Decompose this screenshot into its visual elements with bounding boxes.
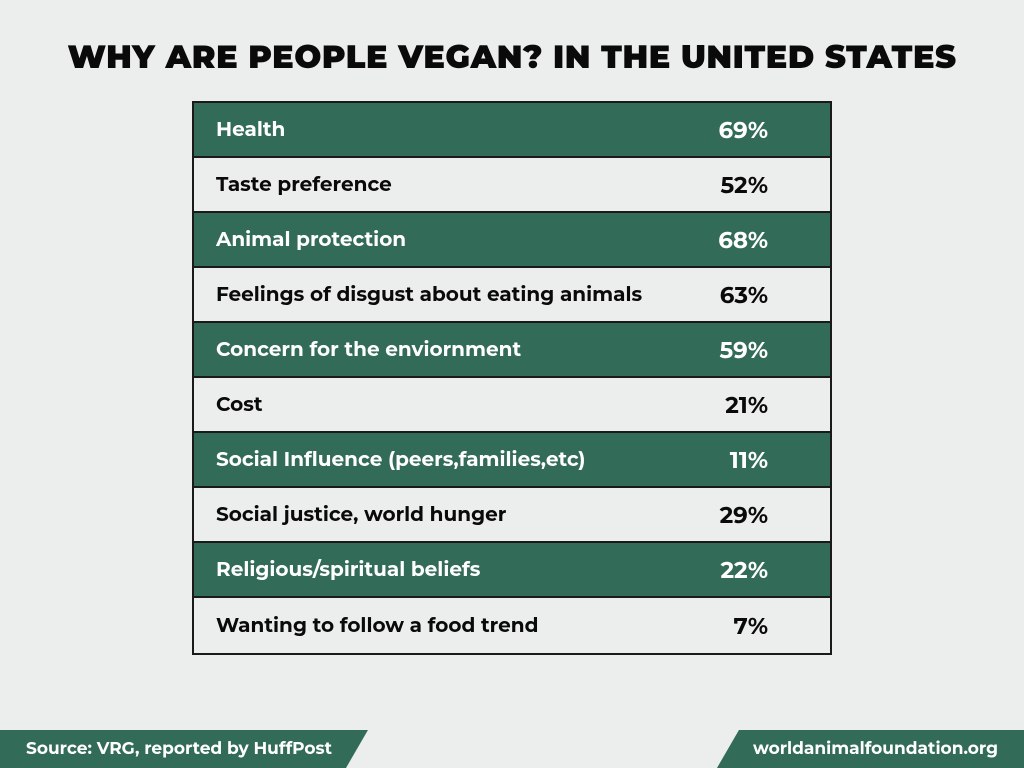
footer-source: Source: VRG, reported by HuffPost bbox=[0, 730, 368, 768]
table-row: Cost 21% bbox=[194, 378, 830, 433]
table-row: Taste preference 52% bbox=[194, 158, 830, 213]
footer-site: worldanimalfoundation.org bbox=[717, 730, 1024, 768]
row-value: 7% bbox=[733, 612, 808, 640]
footer: Source: VRG, reported by HuffPost worlda… bbox=[0, 730, 1024, 768]
row-value: 68% bbox=[718, 226, 808, 254]
row-value: 29% bbox=[720, 501, 808, 529]
row-label: Social justice, world hunger bbox=[216, 503, 506, 527]
table-row: Feelings of disgust about eating animals… bbox=[194, 268, 830, 323]
row-label: Health bbox=[216, 118, 285, 142]
row-value: 63% bbox=[720, 281, 808, 309]
row-label: Concern for the enviornment bbox=[216, 338, 521, 362]
table-row: Social justice, world hunger 29% bbox=[194, 488, 830, 543]
row-label: Feelings of disgust about eating animals bbox=[216, 283, 642, 307]
table-row: Animal protection 68% bbox=[194, 213, 830, 268]
row-value: 52% bbox=[720, 171, 808, 199]
row-label: Cost bbox=[216, 393, 263, 417]
row-value: 11% bbox=[730, 446, 808, 474]
reasons-table: Health 69% Taste preference 52% Animal prote… bbox=[192, 101, 832, 655]
table-row: Wanting to follow a food trend 7% bbox=[194, 598, 830, 653]
table-row: Concern for the enviornment 59% bbox=[194, 323, 830, 378]
row-value: 59% bbox=[719, 336, 808, 364]
table-row: Health 69% bbox=[194, 103, 830, 158]
table-row: Social Influence (peers,families,etc) 11% bbox=[194, 433, 830, 488]
page-title: WHY ARE PEOPLE VEGAN? IN THE UNITED STAT… bbox=[0, 0, 1024, 101]
row-label: Religious/spiritual beliefs bbox=[216, 558, 480, 582]
row-label: Animal protection bbox=[216, 228, 406, 252]
row-label: Social Influence (peers,families,etc) bbox=[216, 448, 585, 472]
row-value: 69% bbox=[719, 116, 808, 144]
row-value: 22% bbox=[720, 556, 808, 584]
row-label: Taste preference bbox=[216, 173, 392, 197]
row-label: Wanting to follow a food trend bbox=[216, 614, 538, 638]
row-value: 21% bbox=[725, 391, 808, 419]
table-row: Religious/spiritual beliefs 22% bbox=[194, 543, 830, 598]
